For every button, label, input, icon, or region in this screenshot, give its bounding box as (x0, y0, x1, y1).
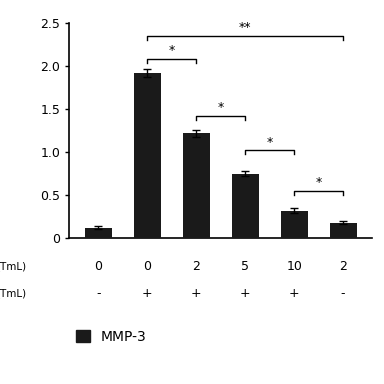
Text: 2: 2 (339, 260, 347, 273)
Text: *: * (316, 176, 322, 189)
Text: -: - (96, 288, 101, 301)
Bar (330, 223, 357, 238)
Text: *: * (266, 136, 273, 149)
Text: +: + (142, 288, 153, 301)
Bar (85, 228, 112, 238)
Text: 5: 5 (241, 260, 249, 273)
Text: (TmL): (TmL) (0, 289, 26, 299)
Bar (183, 133, 210, 238)
Text: 0: 0 (94, 260, 103, 273)
Text: 2: 2 (192, 260, 200, 273)
Text: 0: 0 (143, 260, 151, 273)
Text: +: + (191, 288, 202, 301)
Text: *: * (169, 45, 175, 58)
Text: -: - (341, 288, 345, 301)
Text: +: + (240, 288, 251, 301)
Bar (281, 210, 308, 238)
Text: +: + (289, 288, 300, 301)
Text: (TmL): (TmL) (0, 261, 26, 271)
Text: **: ** (239, 21, 252, 34)
Text: 10: 10 (286, 260, 302, 273)
Bar (134, 73, 161, 238)
Text: *: * (218, 101, 224, 114)
Legend: MMP-3: MMP-3 (76, 330, 147, 344)
Bar (232, 174, 259, 238)
